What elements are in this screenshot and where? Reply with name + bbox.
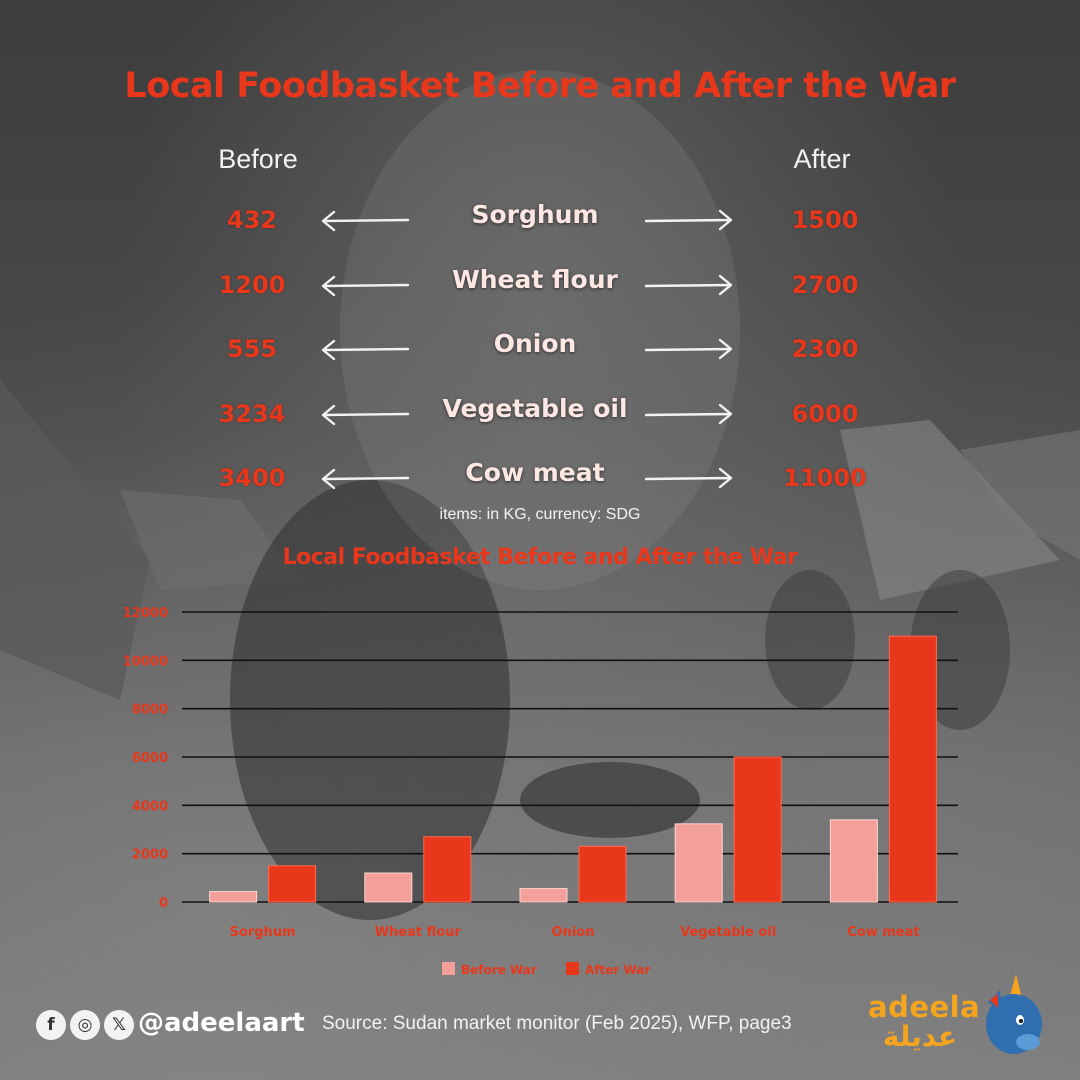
right-arrow-icon — [644, 402, 734, 426]
x-tick-label: Wheat flour — [375, 925, 462, 940]
left-tent — [0, 380, 150, 700]
before-war-bar — [209, 891, 258, 903]
y-tick-label: 0 — [159, 896, 168, 911]
source-citation: Source: Sudan market monitor (Feb 2025),… — [322, 1013, 792, 1034]
after-war-bar — [268, 865, 317, 903]
y-tick-label: 12000 — [123, 606, 168, 621]
left-arrow-icon — [320, 208, 410, 232]
after-war-bar — [888, 635, 937, 903]
legend-label-before: Before War — [461, 963, 537, 977]
left-tent-2 — [120, 490, 300, 590]
cooking-pot — [520, 762, 700, 838]
food-item-label: Sorghum — [471, 200, 599, 229]
before-price: 555 — [226, 335, 278, 363]
after-war-bar — [733, 756, 782, 903]
y-tick-label: 8000 — [132, 703, 168, 718]
before-column-label: Before — [218, 144, 298, 174]
after-price: 1500 — [791, 206, 859, 234]
chart-title: Local Foodbasket Before and After the Wa… — [282, 545, 798, 570]
legend-swatch-before — [442, 962, 455, 975]
left-arrow-icon — [320, 466, 410, 490]
smoke-cloud — [340, 70, 740, 590]
page-title: Local Foodbasket Before and After the Wa… — [124, 66, 956, 106]
left-arrow-icon — [320, 337, 410, 361]
facebook-icon[interactable]: f — [36, 1010, 66, 1040]
brand-logo-latin: adeela — [868, 990, 981, 1024]
left-arrow-icon — [320, 273, 410, 297]
food-item-label: Cow meat — [465, 458, 605, 487]
right-arrow-icon — [644, 337, 734, 361]
before-price: 3400 — [218, 464, 286, 492]
x-tick-label: Cow meat — [847, 925, 919, 940]
legend-label-after: After War — [585, 963, 650, 977]
instagram-icon[interactable]: ◎ — [70, 1010, 100, 1040]
food-item-label: Onion — [493, 329, 577, 358]
after-price: 11000 — [783, 464, 867, 492]
after-price: 6000 — [791, 399, 859, 428]
left-arrow-icon — [320, 402, 410, 426]
right-tent-2 — [960, 430, 1080, 560]
child-figure-1 — [765, 570, 855, 710]
x-icon[interactable]: 𝕏 — [104, 1010, 134, 1040]
x-tick-label: Onion — [552, 925, 595, 940]
before-war-bar — [364, 872, 413, 903]
right-arrow-icon — [644, 273, 734, 297]
bar-chart: 0 2000 4000 6000 8000 10000 12000 Sorghum Wheat … — [123, 606, 958, 977]
brand-logo-arabic: عديلة — [882, 1020, 958, 1053]
before-price: 432 — [226, 206, 278, 234]
before-war-bar — [674, 823, 723, 903]
y-tick-label: 6000 — [132, 751, 168, 766]
price-row: 432 Sorghum 1500 — [0, 198, 1080, 248]
price-row: 3234 Vegetable oil 6000 — [0, 392, 1080, 442]
food-item-label: Vegetable oil — [442, 393, 628, 423]
x-tick-label: Vegetable oil — [680, 925, 776, 940]
social-handle[interactable]: @adeelaart — [138, 1008, 305, 1038]
right-arrow-icon — [644, 208, 734, 232]
right-tent — [840, 420, 1060, 600]
price-row: 1200 Wheat flour 2700 — [0, 263, 1080, 313]
units-note: items: in KG, currency: SDG — [439, 506, 641, 523]
seated-figure — [230, 480, 510, 920]
unicorn-mascot-icon — [986, 974, 1042, 1054]
after-war-bar — [423, 836, 472, 903]
before-war-bar — [829, 819, 878, 903]
right-arrow-icon — [644, 466, 734, 490]
y-tick-label: 2000 — [132, 848, 168, 863]
price-row: 555 Onion 2300 — [0, 327, 1080, 377]
x-tick-label: Sorghum — [230, 925, 296, 940]
price-row: 3400 Cow meat 11000 — [0, 456, 1080, 506]
y-tick-label: 10000 — [123, 654, 168, 669]
after-price: 2700 — [791, 270, 859, 299]
y-tick-label: 4000 — [132, 799, 168, 814]
after-war-bar — [578, 845, 627, 903]
before-war-bar — [519, 888, 568, 903]
before-price: 3234 — [218, 399, 286, 428]
before-price: 1200 — [218, 270, 286, 299]
after-column-label: After — [793, 144, 851, 174]
food-item-label: Wheat flour — [452, 264, 618, 294]
after-price: 2300 — [791, 335, 859, 363]
legend-swatch-after — [566, 962, 579, 975]
